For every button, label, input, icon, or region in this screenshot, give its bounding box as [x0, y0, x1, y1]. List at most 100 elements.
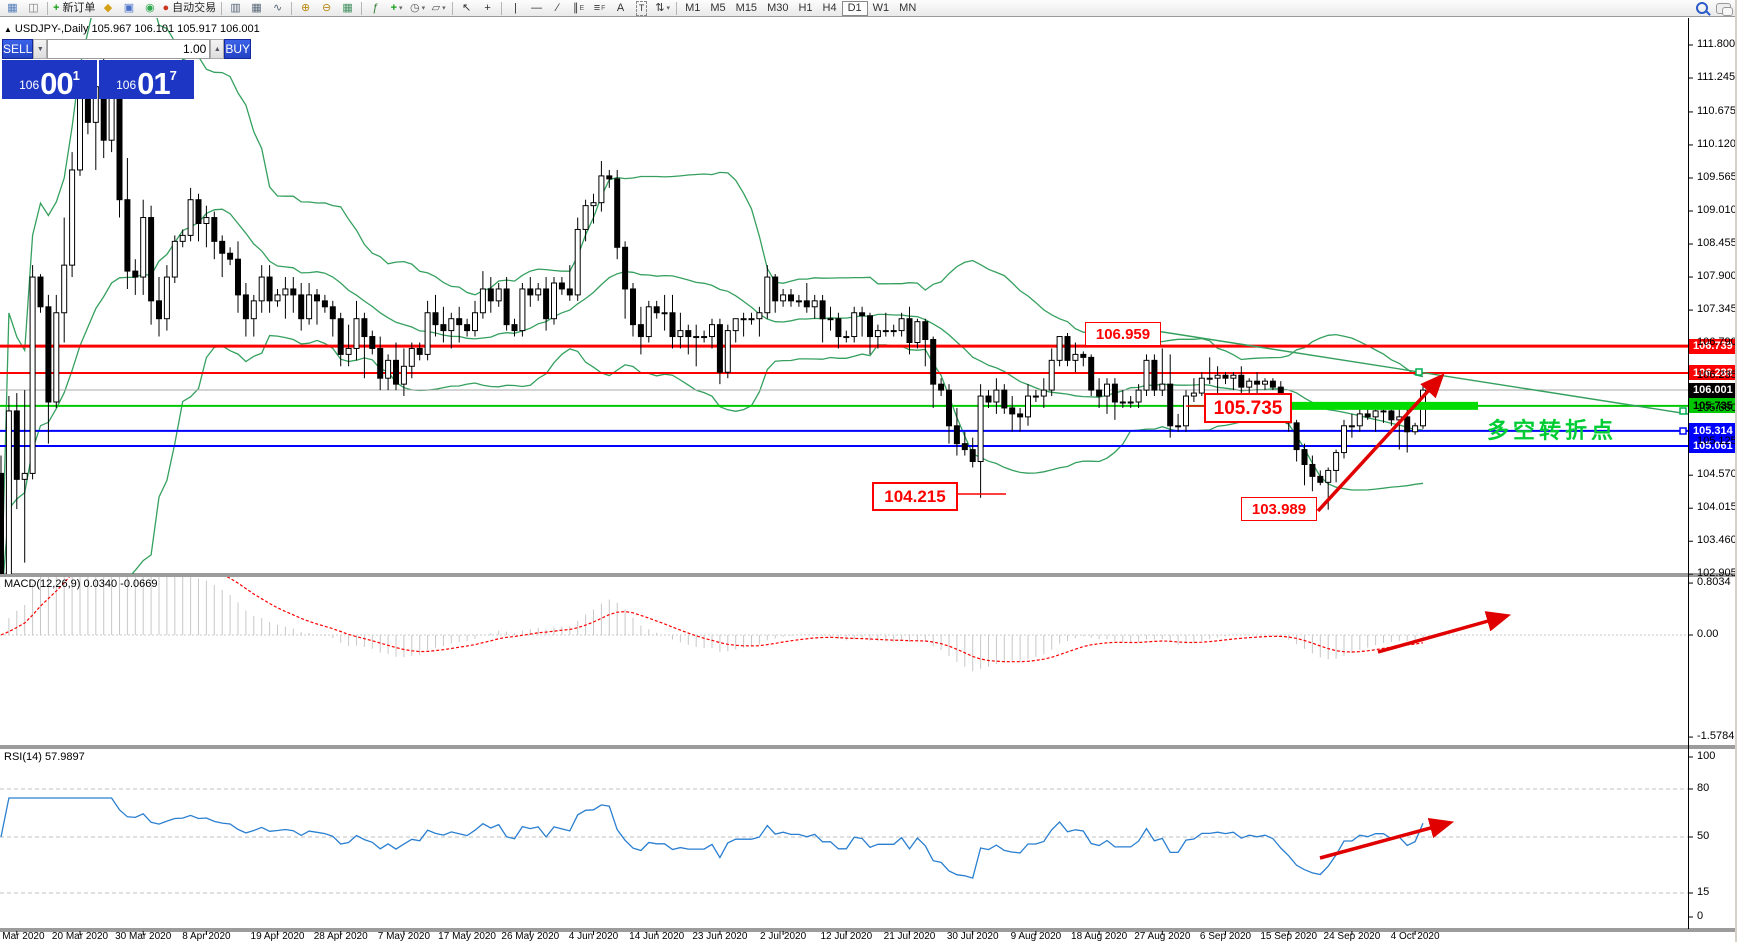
price-badge-105.314: 105.314: [1689, 423, 1736, 439]
volume-decrease-button[interactable]: ▼: [33, 39, 48, 59]
macd-pane[interactable]: [0, 496, 1688, 672]
line-chart-button[interactable]: ∿: [272, 1, 283, 14]
price-annotation-105.735[interactable]: 105.735: [1204, 393, 1292, 423]
bollinger-upper-band[interactable]: [1, 17, 1424, 607]
periods-button[interactable]: ◷ ▾: [410, 1, 426, 14]
indicators-button[interactable]: ƒ: [372, 1, 379, 14]
timeframe-button-MN[interactable]: MN: [899, 2, 917, 14]
symbol-collapse-arrow[interactable]: ▲: [4, 25, 12, 34]
fibonacci-button[interactable]: ≡ F: [593, 1, 606, 14]
label-button[interactable]: T: [631, 0, 652, 16]
new-chart-button[interactable]: ▦: [7, 1, 18, 14]
zoom-out-button[interactable]: ⊖: [321, 1, 332, 14]
virtual-hosting-button[interactable]: ▣: [123, 1, 135, 14]
price-tick-label: 106.790: [1697, 336, 1737, 349]
candle: [37, 276, 44, 308]
timeframe-button-H4[interactable]: H4: [822, 2, 837, 14]
chart-canvas[interactable]: [0, 17, 1737, 942]
volume-increase-button[interactable]: ▲: [210, 39, 225, 59]
bollinger-lower-band[interactable]: [1, 334, 1424, 705]
buy-price[interactable]: 106 01 7: [99, 60, 194, 99]
candle: [77, 98, 83, 171]
candle: [1064, 336, 1071, 361]
bollinger-middle-band[interactable]: [1, 208, 1424, 607]
macd-signal-line: [0, 577, 1424, 663]
bar-chart-button[interactable]: ▥: [230, 1, 241, 14]
candle: [1001, 389, 1008, 409]
line-handle[interactable]: [1679, 407, 1687, 415]
crosshair-button[interactable]: +: [484, 1, 491, 14]
date-label: 11 Mar 2020: [0, 931, 45, 942]
candle: [1025, 395, 1031, 418]
price-annotation-103.989[interactable]: 103.989: [1241, 497, 1317, 521]
sell-button[interactable]: SELL: [2, 39, 34, 59]
rsi-rising-arrow[interactable]: [1319, 817, 1455, 860]
sell-price[interactable]: 106 00 1: [2, 60, 97, 99]
candle: [867, 315, 873, 338]
vertical-line-button[interactable]: |: [514, 1, 518, 14]
candlestick-chart-button[interactable]: ▦: [251, 1, 262, 14]
line-handle[interactable]: [1679, 427, 1687, 435]
add-indicator-button[interactable]: + ▾: [390, 1, 403, 14]
volume-input[interactable]: [47, 39, 211, 59]
candle: [84, 98, 91, 123]
macd-tick-label: 0.8034: [1697, 576, 1731, 589]
candle: [890, 330, 897, 333]
candle: [5, 410, 12, 574]
timeframe-button-W1[interactable]: W1: [872, 2, 890, 14]
macd-rising-arrow[interactable]: [1377, 611, 1512, 654]
price-annotation-104.215[interactable]: 104.215: [872, 482, 958, 511]
market-button[interactable]: ◆: [103, 1, 113, 14]
candle: [377, 347, 384, 379]
text-button[interactable]: A: [616, 1, 625, 14]
timeframe-button-H1[interactable]: H1: [798, 2, 813, 14]
macd-tick-label: -1.5784: [1697, 730, 1735, 743]
horizontal-line-button[interactable]: —: [531, 1, 543, 14]
search-icon[interactable]: [1696, 2, 1708, 14]
candle: [953, 425, 960, 445]
trendline-button[interactable]: ∕: [556, 1, 559, 14]
date-label: 21 Jul 2020: [883, 931, 936, 942]
price-breakout-arrow[interactable]: [1316, 373, 1445, 513]
timeframe-button-M5[interactable]: M5: [710, 2, 726, 14]
chat-icon[interactable]: [1716, 2, 1733, 16]
candle: [1009, 407, 1016, 415]
candle: [1301, 449, 1308, 465]
rsi-label: RSI(14) 57.9897: [4, 751, 85, 763]
timeframe-button-M30[interactable]: M30: [767, 2, 789, 14]
candle: [756, 312, 763, 320]
bull-bear-turning-point-note[interactable]: 多空转折点: [1487, 418, 1618, 443]
candle: [716, 324, 723, 373]
price-annotation-106.959[interactable]: 106.959: [1085, 322, 1161, 346]
support-band[interactable]: [1288, 401, 1478, 410]
candle: [61, 264, 68, 314]
candle: [637, 324, 644, 338]
templates-button[interactable]: ▱ ▾: [431, 1, 446, 14]
candle: [361, 318, 368, 338]
main-price-pane[interactable]: [0, 17, 1688, 705]
timeframe-button-D1[interactable]: D1: [841, 0, 868, 16]
price-tick-label: 109.565: [1697, 170, 1737, 183]
tile-windows-button[interactable]: ▦: [342, 1, 353, 14]
profiles-button[interactable]: ◫: [28, 1, 39, 14]
timeframe-button-M1[interactable]: M1: [685, 2, 701, 14]
candle: [448, 318, 455, 332]
candle: [242, 294, 249, 320]
buy-button[interactable]: BUY: [224, 39, 252, 59]
timeframe-button-M15[interactable]: M15: [735, 2, 758, 14]
new-order-button[interactable]: + 新订单: [53, 1, 96, 14]
candle: [400, 365, 407, 385]
candle: [266, 276, 273, 302]
cursor-button[interactable]: ↖: [461, 1, 472, 14]
zoom-in-button[interactable]: ⊕: [300, 1, 311, 14]
candle: [503, 288, 510, 326]
candle: [385, 359, 392, 379]
shapes-button[interactable]: ⇅ ▾: [655, 1, 670, 14]
rsi-pane[interactable]: [0, 788, 1688, 894]
channel-button[interactable]: ∥ E: [573, 1, 585, 14]
autotrading-button[interactable]: ● 自动交易: [162, 1, 217, 14]
line-handle[interactable]: [1415, 368, 1423, 376]
date-label: 19 Apr 2020: [250, 931, 305, 942]
signals-button[interactable]: ◉: [145, 1, 155, 14]
candle: [1309, 463, 1316, 477]
